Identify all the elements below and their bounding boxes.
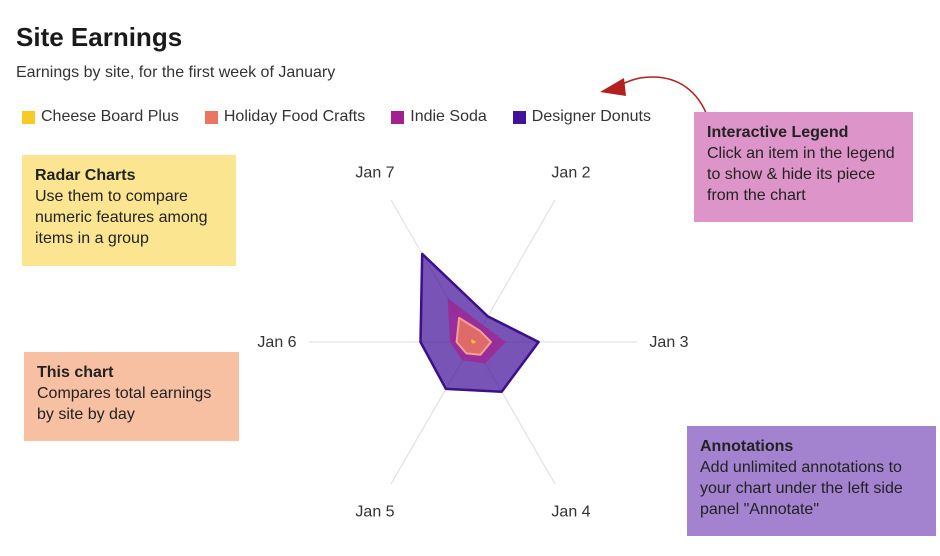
annotation-annotations: Annotations Add unlimited annotations to… <box>687 426 936 536</box>
legend-item-indie-soda[interactable]: Indie Soda <box>391 108 487 126</box>
radar-series-cheese-board-plus[interactable] <box>471 339 477 344</box>
annotation-this-chart: This chart Compares total earnings by si… <box>24 352 239 441</box>
legend-item-cheese-board-plus[interactable]: Cheese Board Plus <box>22 108 179 126</box>
annotation-arrow-head <box>600 78 626 96</box>
radar-series-holiday-food-crafts[interactable] <box>455 316 492 356</box>
radar-axis-labels: Jan 2 Jan 3 Jan 4 Jan 5 Jan 6 Jan 7 <box>257 164 688 520</box>
legend-item-designer-donuts[interactable]: Designer Donuts <box>512 108 651 126</box>
legend-annotation-arrow <box>600 76 900 119</box>
radar-axis-label: Jan 4 <box>551 504 590 521</box>
chart-title: Site Earnings <box>16 22 183 52</box>
legend-swatch-indie-soda <box>391 110 405 124</box>
legend-swatch-cheese-board-plus <box>22 110 35 124</box>
annotation-interactive-legend: Interactive Legend Click an item in the … <box>694 112 913 222</box>
annotation-title: Radar Charts <box>35 167 136 184</box>
annotation-title: This chart <box>37 364 114 381</box>
legend-item-holiday-food-crafts[interactable]: Holiday Food Crafts <box>204 108 366 126</box>
legend-label: Designer Donuts <box>531 108 651 125</box>
chart-subtitle: Earnings by site, for the first week of … <box>16 64 336 81</box>
legend-swatch-designer-donuts <box>512 110 526 124</box>
annotation-body: Add unlimited annotations to your chart … <box>700 459 903 518</box>
radar-axis-label: Jan 6 <box>257 334 296 351</box>
legend-label: Cheese Board Plus <box>41 108 179 125</box>
radar-series <box>419 252 540 393</box>
annotation-radar-charts: Radar Charts Use them to compare numeric… <box>22 155 236 266</box>
annotation-title: Annotations <box>700 438 794 455</box>
annotation-title: Interactive Legend <box>707 124 849 141</box>
radar-axis-label: Jan 5 <box>355 504 394 521</box>
chart-legend: Cheese Board Plus Holiday Food Crafts In… <box>22 108 651 126</box>
radar-axis-label: Jan 3 <box>649 334 688 351</box>
legend-label: Indie Soda <box>410 108 487 125</box>
legend-swatch-holiday-food-crafts <box>204 110 218 124</box>
radar-axis-label: Jan 7 <box>355 164 394 181</box>
legend-label: Holiday Food Crafts <box>223 108 366 125</box>
annotation-body: Click an item in the legend to show & hi… <box>707 145 895 204</box>
annotation-body: Compares total earnings by site by day <box>37 385 212 423</box>
annotation-body: Use them to compare numeric features amo… <box>35 188 208 247</box>
radar-axis-label: Jan 2 <box>551 164 590 181</box>
